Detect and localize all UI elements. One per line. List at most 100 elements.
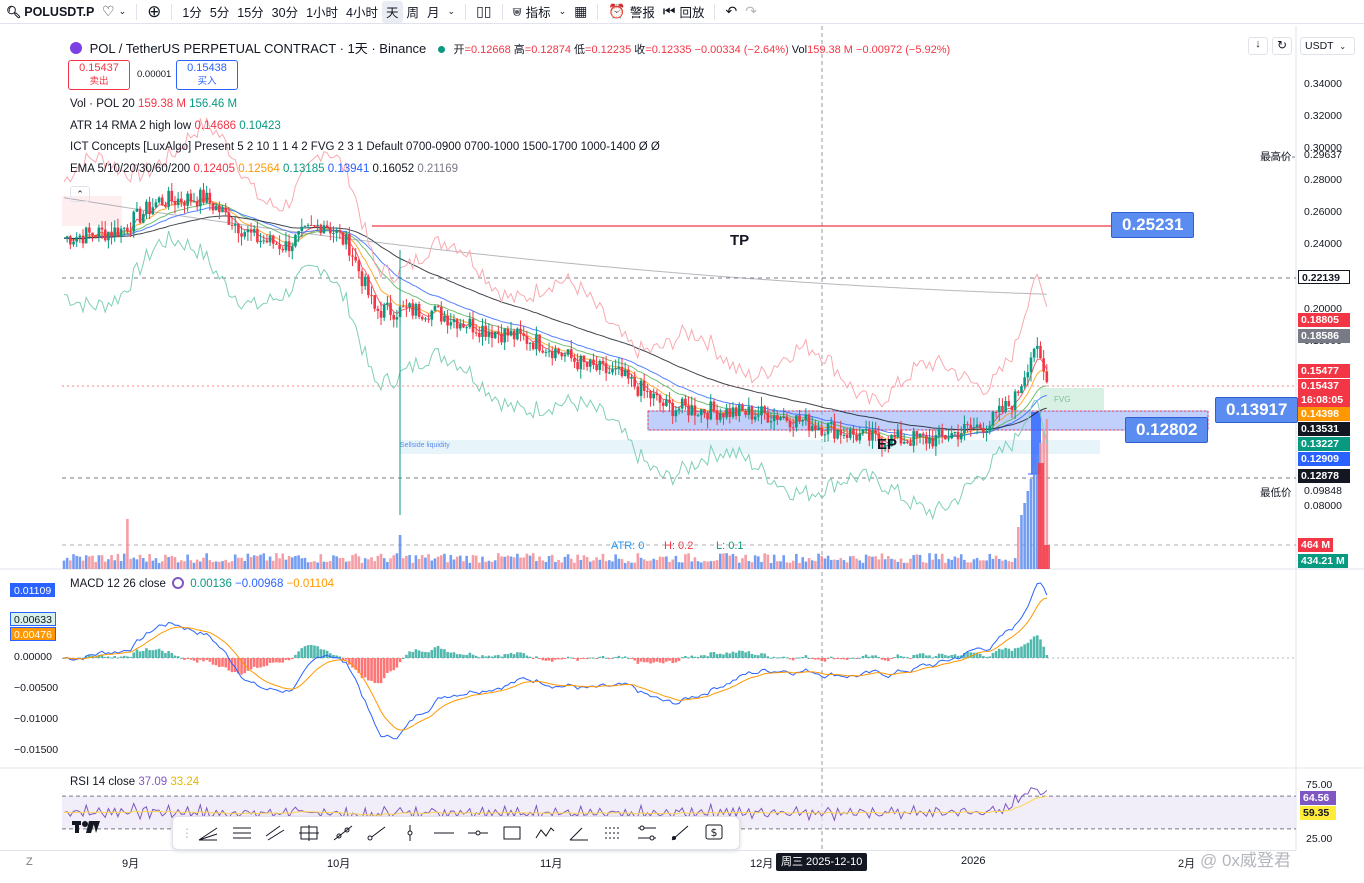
tf-1w[interactable]: 周	[406, 6, 420, 20]
macd-histogram-bar	[214, 658, 218, 666]
candle-body	[541, 350, 545, 353]
macd-histogram-bar	[592, 657, 595, 659]
volume-bar	[81, 560, 85, 569]
indicator-name: EMA 5/10/20/30/60/200	[70, 163, 191, 175]
macd-settings-icon[interactable]	[172, 577, 185, 589]
tf-1h[interactable]: 1小时	[306, 6, 339, 20]
pitchfork-tool[interactable]	[191, 820, 225, 846]
drag-handle-icon[interactable]: ⋮	[181, 826, 193, 840]
tf-30m[interactable]: 30分	[271, 6, 299, 20]
candle-body	[249, 229, 253, 233]
macd-histogram-bar	[189, 658, 193, 660]
collapse-legend-button[interactable]: ⌃	[70, 186, 90, 202]
candle-body	[468, 318, 472, 328]
candle-body	[151, 207, 155, 215]
chart-type-button[interactable]: ▯▯	[472, 1, 495, 23]
layouts-button[interactable]: ▦	[570, 1, 591, 23]
compare-button[interactable]: ♡ ⌄	[98, 1, 130, 23]
price-label-tool[interactable]: $	[697, 820, 731, 846]
gann-box-tool[interactable]	[292, 820, 326, 846]
macd-histogram-bar	[259, 658, 262, 668]
parallel-lines-tool[interactable]	[225, 820, 259, 846]
horizontal-line-tool[interactable]	[427, 820, 461, 846]
macd-legend[interactable]: MACD 12 26 close 0.00136 −0.00968 −0.011…	[70, 577, 334, 590]
replay-button[interactable]: ⏮ 回放	[659, 1, 709, 23]
volume-bar	[379, 553, 383, 569]
ray-tool[interactable]	[360, 820, 394, 846]
macd-histogram-bar	[474, 655, 478, 658]
trend-angle-tool[interactable]	[326, 820, 360, 846]
volume-bar	[103, 561, 107, 569]
candle-body	[459, 323, 462, 329]
buy-button[interactable]: 0.15438 买入	[176, 60, 238, 90]
vol-indicator-legend[interactable]: Vol · POL 20 159.38 M 156.46 M	[70, 98, 237, 110]
rectangle-tool[interactable]	[495, 820, 529, 846]
indicators-button[interactable]: ⩐ 指标	[509, 1, 555, 23]
volume-bar	[493, 560, 497, 569]
alert-button[interactable]: ⏰ 警报	[604, 1, 658, 23]
fib-channel-tool[interactable]	[259, 820, 293, 846]
volume-bar	[170, 555, 174, 569]
add-symbol-button[interactable]: ⊕	[143, 1, 165, 23]
rsi-value-label: 59.35	[1300, 806, 1336, 820]
volume-bar	[871, 556, 874, 569]
time-axis[interactable]: 9月 10月 11月 12月 2026 2月 周三 2025-12-10	[0, 850, 1296, 872]
volume-bar	[588, 561, 592, 569]
zoom-reset-label[interactable]: Z	[26, 856, 33, 868]
tf-1m[interactable]: 1分	[182, 6, 202, 20]
tradingview-logo[interactable]	[72, 820, 102, 838]
symbol-search-button[interactable]: 🔍︎ POLUSDT.P	[0, 1, 98, 23]
undo-button[interactable]: ↶	[721, 1, 741, 23]
timeframe-dropdown[interactable]: ⌄	[444, 1, 460, 23]
ep-annotation[interactable]: EP	[877, 436, 898, 453]
entry-low-label[interactable]: 0.12802	[1125, 417, 1209, 443]
currency-select[interactable]: USDT ⌄	[1300, 37, 1355, 55]
macd-histogram-bar	[718, 653, 722, 658]
volume-bar	[449, 554, 453, 569]
macd-histogram-bar	[639, 658, 643, 662]
fib-retracement-tool[interactable]	[562, 820, 596, 846]
tf-4h[interactable]: 4小时	[346, 6, 378, 20]
candle-body	[100, 227, 104, 230]
path-tool[interactable]	[529, 820, 563, 846]
sell-button[interactable]: 0.15437 卖出	[68, 60, 130, 90]
rsi-legend[interactable]: RSI 14 close 37.09 33.24	[70, 776, 199, 788]
entry-high-label[interactable]: 0.13917	[1215, 397, 1299, 423]
tp-annotation[interactable]: TP	[730, 232, 750, 249]
brush-tool[interactable]	[664, 820, 698, 846]
macd-histogram-bar	[617, 655, 621, 658]
ema-indicator-legend[interactable]: EMA 5/10/20/30/60/200 0.12405 0.12564 0.…	[70, 163, 458, 175]
candle-body	[303, 225, 307, 227]
redo-button[interactable]: ↷	[741, 1, 761, 23]
atr-indicator-legend[interactable]: ATR 14 RMA 2 high low 0.14686 0.10423	[70, 120, 281, 132]
tf-15m[interactable]: 15分	[237, 6, 264, 20]
volume-bar	[728, 555, 732, 569]
volume-bar	[582, 555, 586, 569]
tp-price-label[interactable]: 0.25231	[1111, 212, 1195, 238]
volume-bar	[357, 556, 361, 569]
tf-1d[interactable]: 天	[381, 0, 403, 23]
vol-value: 159.38 M	[807, 44, 853, 56]
horizontal-ray-tool[interactable]	[461, 820, 495, 846]
macd-histogram-bar	[221, 658, 224, 667]
tf-1mo[interactable]: 月	[427, 6, 440, 20]
open-value: =0.12668	[464, 44, 511, 56]
tf-5m[interactable]: 5分	[209, 6, 230, 20]
candle-body	[696, 415, 700, 417]
indicator-templates-button[interactable]: ⌄	[555, 1, 571, 23]
candle-body	[947, 438, 950, 440]
volume-bar	[798, 562, 801, 569]
ict-indicator-legend[interactable]: ICT Concepts [LuxAlgo] Present 5 2 10 1 …	[70, 141, 660, 153]
volume-bar	[836, 559, 839, 569]
long-position-tool[interactable]	[630, 820, 664, 846]
download-button[interactable]: ↓	[1248, 37, 1268, 55]
volume-bar	[132, 557, 136, 569]
volume-bar	[468, 562, 472, 569]
macd-histogram-bar	[370, 658, 373, 681]
candle-body	[925, 435, 928, 444]
reset-button[interactable]: ↻	[1272, 37, 1292, 55]
volume-bar	[287, 555, 291, 569]
price-range-tool[interactable]	[596, 820, 630, 846]
vertical-line-tool[interactable]	[394, 820, 428, 846]
